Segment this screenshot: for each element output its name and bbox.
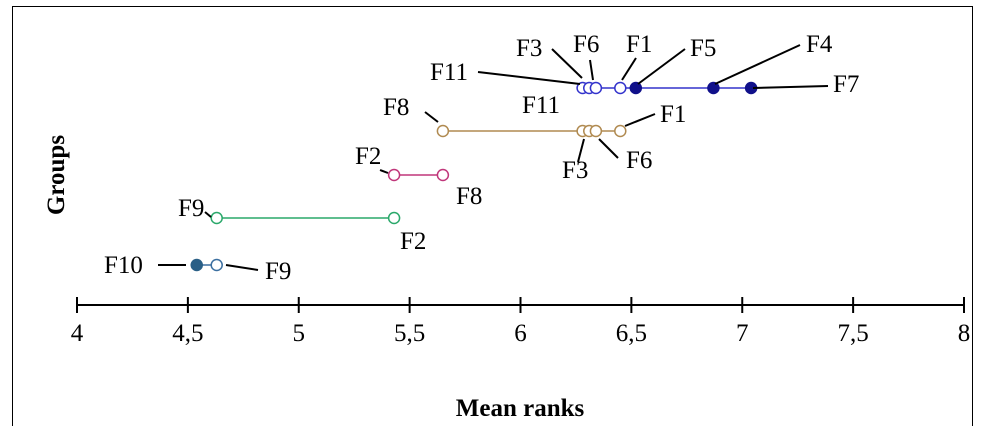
data-point-f6 bbox=[589, 124, 603, 138]
x-tick-label: 4,5 bbox=[172, 320, 203, 347]
data-point-f5 bbox=[629, 81, 643, 95]
point-label: F8 bbox=[456, 183, 482, 210]
series-group-2 bbox=[436, 124, 627, 138]
label-leader-line bbox=[598, 138, 619, 159]
label-leader-line bbox=[752, 85, 829, 89]
data-point-f4 bbox=[707, 81, 720, 95]
label-leader-line bbox=[589, 59, 594, 81]
point-label: F11 bbox=[522, 92, 560, 119]
label-leader-line bbox=[424, 111, 439, 123]
x-tick-label: 8 bbox=[958, 320, 971, 347]
label-leader-line bbox=[477, 71, 581, 85]
point-label: F4 bbox=[806, 31, 833, 58]
label-leader-line bbox=[204, 211, 212, 218]
label-leader-line bbox=[637, 48, 686, 85]
point-label: F3 bbox=[516, 35, 542, 62]
point-label: F9 bbox=[178, 195, 204, 222]
point-label: F9 bbox=[265, 258, 291, 285]
label-leader-line bbox=[577, 138, 585, 163]
series-group-4 bbox=[210, 211, 401, 225]
data-point-f1 bbox=[614, 81, 627, 95]
point-label: F6 bbox=[573, 31, 599, 58]
point-label: F6 bbox=[626, 147, 652, 174]
series-group-1 bbox=[576, 81, 758, 95]
point-label: F5 bbox=[690, 35, 716, 62]
x-axis-title: Mean ranks bbox=[456, 395, 585, 421]
x-tick-label: 6 bbox=[514, 320, 527, 347]
x-tick-label: 6,5 bbox=[616, 320, 647, 347]
label-leader-line bbox=[621, 57, 637, 81]
point-label: F11 bbox=[430, 59, 468, 86]
point-label: F2 bbox=[355, 143, 381, 170]
x-tick-label: 7,5 bbox=[838, 320, 869, 347]
x-tick-label: 7 bbox=[736, 320, 749, 347]
label-leader-line bbox=[714, 44, 801, 85]
data-point-f9 bbox=[210, 211, 223, 225]
label-leader-line bbox=[624, 113, 656, 127]
x-tick-label: 5 bbox=[293, 320, 306, 347]
series-group-3 bbox=[387, 168, 450, 182]
data-point-f9 bbox=[210, 258, 223, 272]
data-point-f10 bbox=[190, 258, 203, 272]
point-label: F10 bbox=[104, 252, 143, 279]
data-point-f2 bbox=[387, 168, 401, 182]
point-label: F2 bbox=[400, 228, 426, 255]
y-axis-title: Groups bbox=[43, 135, 70, 215]
point-label: F1 bbox=[626, 31, 652, 58]
chart-frame bbox=[12, 6, 973, 426]
x-tick-label: 4 bbox=[71, 320, 84, 347]
chart-series bbox=[190, 81, 758, 272]
x-tick-label: 5,5 bbox=[394, 320, 425, 347]
label-leader-line bbox=[225, 264, 259, 271]
point-label: F7 bbox=[833, 71, 859, 98]
label-leader-line bbox=[551, 48, 583, 79]
series-group-5 bbox=[190, 258, 223, 272]
data-point-f8 bbox=[436, 168, 450, 182]
data-point-f2 bbox=[387, 211, 401, 225]
point-label: F8 bbox=[383, 94, 409, 121]
point-label: F1 bbox=[660, 101, 686, 128]
x-axis: 4 4,5 5 5,5 6 6,5 7 7,5 8 bbox=[71, 297, 971, 347]
data-point-f1 bbox=[614, 124, 627, 138]
point-label: F3 bbox=[562, 157, 588, 184]
data-point-f6 bbox=[589, 81, 603, 95]
label-leader-line bbox=[379, 169, 389, 174]
data-point-f8 bbox=[436, 124, 450, 138]
